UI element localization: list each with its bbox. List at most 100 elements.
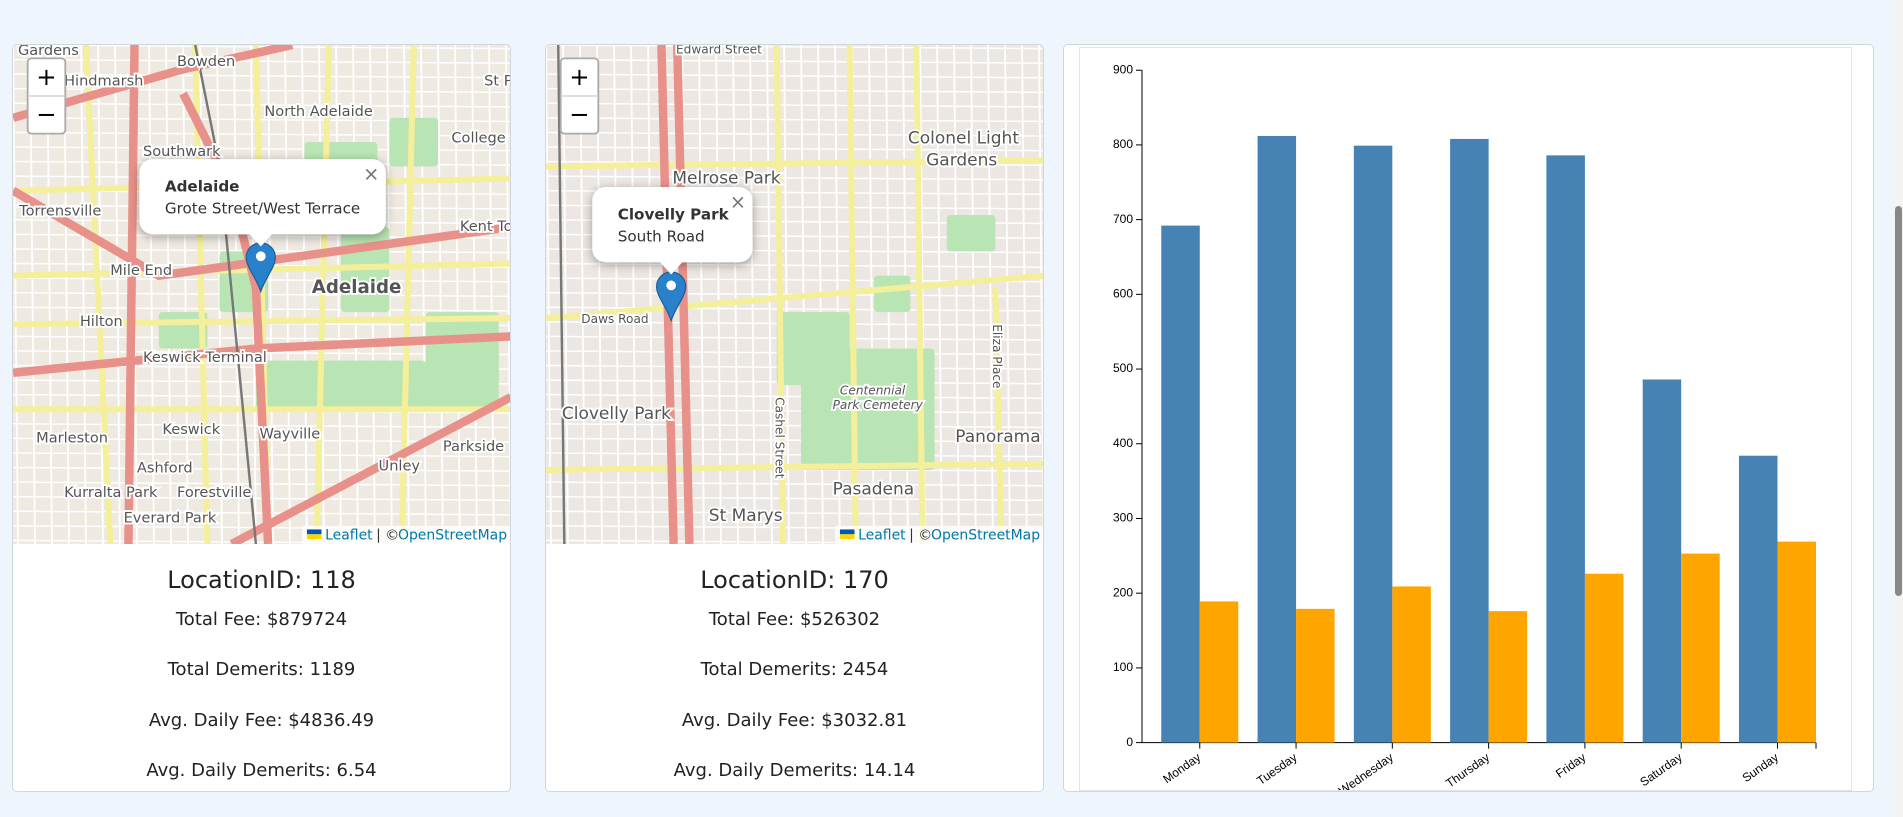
map-street (546, 306, 1043, 312)
map-street (546, 262, 1043, 268)
map-main-road (124, 45, 139, 544)
map-street (953, 45, 960, 544)
map-street (613, 45, 620, 544)
bar (1257, 135, 1297, 743)
bar (1488, 611, 1528, 743)
map-card: Gardens Bowden Hindmarsh St P North Adelaide… (12, 44, 511, 792)
bar (1161, 225, 1200, 743)
map[interactable]: Gardens Bowden Hindmarsh St P North Adelaide… (13, 45, 511, 544)
x-tick-label: Wednesday (1336, 750, 1396, 790)
zoom-out-button[interactable]: − (569, 99, 589, 128)
map-street (546, 45, 1043, 50)
map-label: North Adelaide (264, 103, 372, 120)
map-street (546, 481, 1043, 487)
map-label: Keswick (162, 421, 220, 438)
map-label: Everard Park (124, 510, 217, 527)
attribution-text: | © (909, 528, 932, 544)
x-tick-label: Saturday (1637, 750, 1684, 789)
map-road (398, 45, 417, 544)
map-street (437, 45, 444, 544)
zoom-in-button[interactable]: + (36, 62, 56, 91)
map-label: Hilton (80, 313, 123, 330)
map-label: Daws Road (581, 312, 648, 326)
map-label: Forestville (177, 484, 251, 501)
map-street (80, 45, 87, 544)
map-label: St P (484, 72, 511, 89)
map-main-road (13, 332, 510, 378)
bar (1642, 379, 1682, 743)
stats-line: Avg. Daily Demerits: 6.54 (146, 760, 377, 781)
map-street (488, 45, 495, 544)
bar (1738, 455, 1778, 743)
map-label: Colonel Light (908, 128, 1019, 148)
map-label: Bowden (177, 53, 235, 70)
map-label: Unley (379, 457, 421, 474)
map-label: Kent To (460, 218, 511, 235)
map-park (946, 214, 996, 252)
bar (1777, 541, 1816, 743)
popup (592, 187, 753, 263)
chart: 0 100 200 300 400 500 600 700 800 900 Monday Tuesda… (1113, 62, 1817, 790)
map-street (546, 58, 1043, 64)
map-street (148, 45, 155, 544)
popup-subtitle: Grote Street/West Terrace (165, 199, 360, 217)
popup-close[interactable]: × (730, 190, 746, 213)
map-street (546, 102, 1043, 108)
popup-close[interactable]: × (363, 162, 379, 185)
map-road (913, 45, 926, 544)
map-street (13, 45, 510, 50)
map-street (1021, 45, 1028, 544)
map-label: Adelaide (312, 277, 402, 298)
map-street (505, 45, 510, 544)
map-rail (557, 45, 566, 544)
map-label: Hindmarsh (64, 72, 143, 89)
y-tick-label: 100 (1113, 660, 1133, 674)
zoom-out-button[interactable]: − (36, 99, 56, 128)
flag-top (306, 529, 322, 535)
map-street (13, 73, 510, 79)
map-label: Torrensville (18, 202, 101, 219)
map-street (546, 408, 1043, 414)
flag-bottom (839, 534, 855, 540)
attribution-link[interactable]: Leaflet (325, 528, 373, 544)
y-tick-label: 300 (1113, 511, 1133, 525)
map-road (313, 45, 332, 544)
map-label: Centennial (840, 384, 906, 398)
y-tick-label: 500 (1113, 361, 1133, 375)
map-label: Parkside (443, 438, 504, 455)
map-label: Wayville (260, 426, 321, 443)
attribution-link[interactable]: Leaflet (858, 528, 906, 544)
y-tick-label: 600 (1113, 287, 1133, 301)
bar (1450, 138, 1489, 743)
y-tick-label: 200 (1113, 585, 1133, 599)
attribution-box (302, 525, 510, 544)
popup (139, 159, 386, 235)
map-road (546, 272, 1043, 322)
attribution-link[interactable]: OpenStreetMap (398, 528, 507, 544)
map-label: Panorama (955, 427, 1040, 447)
bar (1681, 553, 1720, 743)
map-street (114, 45, 121, 544)
map-park (425, 312, 499, 410)
attribution-text: | © (376, 528, 399, 544)
map-label: St Marys (709, 506, 783, 526)
map-label: College P (451, 129, 511, 146)
map-street (546, 87, 1043, 94)
bar (1199, 601, 1239, 743)
popup-tip (248, 233, 273, 247)
scrollbar-thumb[interactable] (1895, 206, 1902, 596)
map-label: Pasadena (833, 479, 915, 499)
attribution-link[interactable]: OpenStreetMap (931, 528, 1040, 544)
map-street (546, 131, 1043, 137)
popup-title: Clovelly Park (618, 205, 730, 223)
chart-frame (1079, 47, 1852, 791)
zoom-in-button[interactable]: + (569, 62, 589, 91)
map-main-road (229, 393, 510, 544)
map-label: Marleston (36, 429, 108, 446)
map-road (546, 460, 1043, 473)
map-label: Ashford (137, 460, 193, 477)
map-street (13, 102, 510, 108)
map-label: Melrose Park (672, 169, 780, 189)
